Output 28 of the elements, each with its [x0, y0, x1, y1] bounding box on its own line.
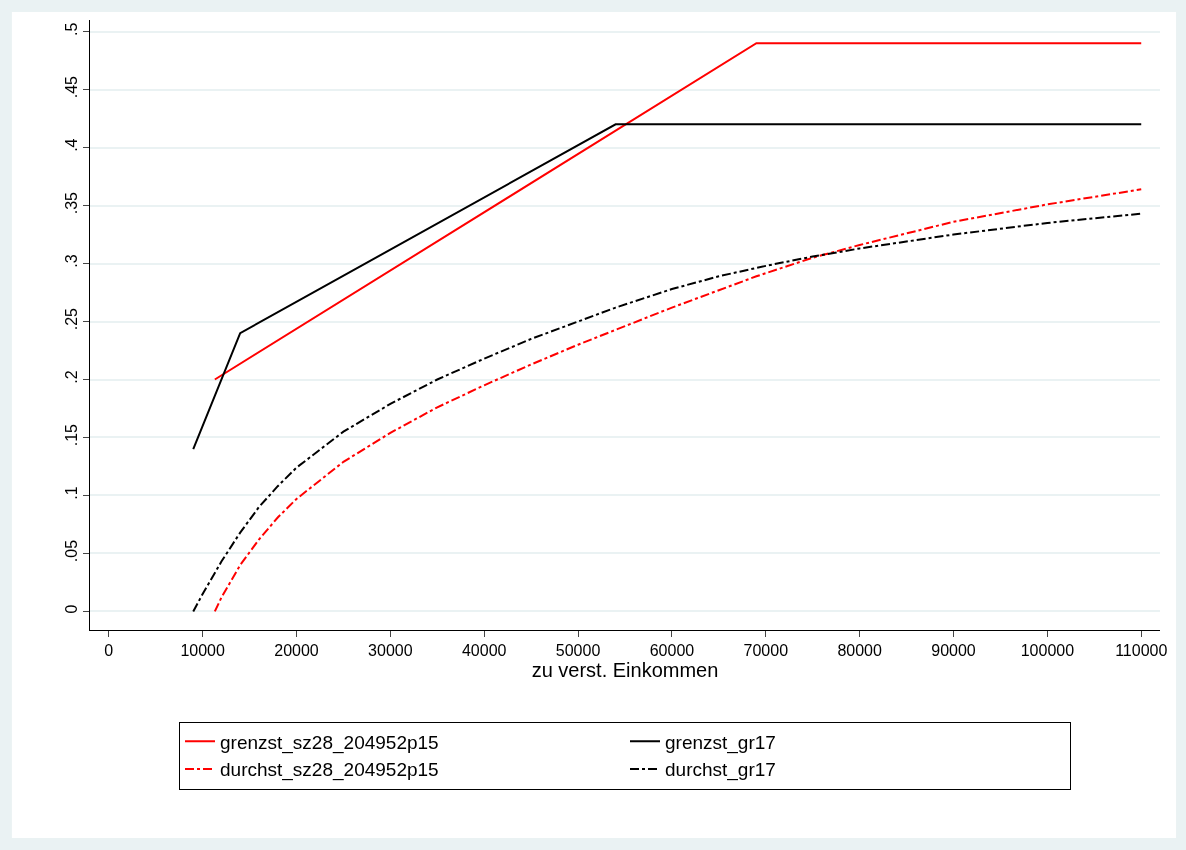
x-tick-label: 90000	[931, 642, 976, 660]
x-tick-label: 100000	[1020, 642, 1075, 660]
y-tick-label: .4	[62, 138, 80, 152]
x-tick-label: 0	[104, 642, 114, 660]
x-axis-title: zu verst. Einkommen	[531, 659, 719, 682]
y-tick-label: .3	[62, 254, 80, 268]
x-tick-label: 60000	[649, 642, 695, 660]
x-tick-label: 80000	[837, 642, 882, 660]
x-tick-label: 70000	[743, 642, 789, 660]
x-tick-label: 10000	[180, 642, 225, 660]
x-tick-label: 50000	[555, 642, 601, 660]
y-tick-label: .45	[62, 75, 80, 99]
legend-label: durchst_gr17	[665, 759, 776, 782]
y-tick-label: .2	[62, 370, 80, 384]
y-tick-label: .15	[62, 423, 80, 447]
y-tick-label: .1	[62, 486, 80, 500]
y-tick-label: .25	[62, 307, 80, 331]
legend-label: durchst_sz28_204952p15	[220, 759, 439, 782]
x-tick-label: 110000	[1115, 642, 1168, 660]
x-tick-label: 20000	[274, 642, 319, 660]
y-tick-label: .5	[62, 22, 80, 36]
legend-label: grenzst_gr17	[665, 731, 776, 754]
legend-label: grenzst_sz28_204952p15	[220, 731, 439, 754]
y-tick-label: .35	[62, 191, 80, 215]
y-tick-label: .05	[62, 539, 80, 563]
y-tick-label: 0	[62, 604, 80, 614]
x-tick-label: 30000	[368, 642, 413, 660]
x-tick-label: 40000	[461, 642, 507, 660]
